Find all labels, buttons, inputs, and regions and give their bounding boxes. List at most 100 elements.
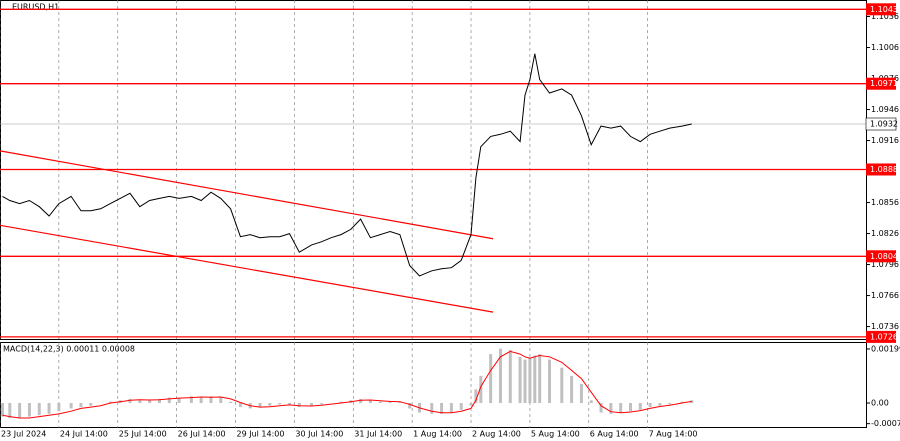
macd-bar [219,397,223,404]
macd-bar [570,375,574,404]
level-box [866,250,896,263]
macd-bar [148,400,152,404]
y-tick-label: 1.0916 [871,136,899,145]
y-tick-label: 0.00 [871,399,889,408]
macd-bar [474,389,478,404]
macd-bar [287,403,291,405]
y-tick-label: 1.0856 [871,198,899,207]
macd-bar [89,403,93,406]
x-tick-label: 1 Aug 14:00 [413,430,462,439]
channel-line [0,224,494,313]
macd-bar [57,403,61,412]
level-label: 1.1043 [870,5,898,14]
macd-bar [430,403,434,414]
macd-bar [560,367,564,404]
macd-bar [310,403,314,406]
level-label: 1.0726 [870,332,898,341]
macd-bar [378,401,382,404]
macd-bar [609,403,613,414]
x-tick-label: 2 Aug 14:00 [472,430,521,439]
macd-bar [339,401,343,404]
macd-bar [167,397,171,404]
macd-bar [199,397,203,404]
macd-bar [489,354,493,404]
macd-bar [189,396,193,404]
macd-bar [440,403,444,414]
macd-bar [599,403,603,413]
x-tick-label: 26 Jul 14:00 [178,430,226,439]
macd-bar [108,401,112,404]
channel-line [0,150,494,240]
macd-bar [27,403,31,417]
chart-title: EURUSD,H1 [12,3,59,12]
macd-bar [268,403,272,406]
macd-title: MACD(14,22,3) 0.00011 0.00008 [3,345,135,354]
macd-bar [589,400,593,404]
y-tick-label: 1.0826 [871,229,899,238]
signal-line [2,350,692,419]
y-tick-label: 0.00199 [871,344,900,353]
macd-bar [628,403,632,412]
macd-bar [0,403,4,417]
level-box [866,3,896,16]
macd-bar [8,403,12,418]
macd-bar [368,400,372,404]
macd-bar [533,355,537,404]
macd-bar [128,398,132,404]
level-label: 1.0971 [870,79,898,88]
last-price-box [865,117,897,131]
price-line [2,53,692,277]
y-tick-label: 1.1036 [871,12,899,21]
level-box [866,77,896,90]
x-tick-label: 5 Aug 14:00 [531,430,580,439]
macd-bar [680,401,684,404]
macd-bar [518,356,522,404]
level-label: 1.0804 [870,252,898,261]
macd-bar [469,403,473,406]
macd-frame [0,342,867,428]
macd-bar [18,403,22,418]
macd-bar [498,348,502,404]
macd-bar [229,401,233,404]
macd-bar [238,403,242,408]
macd-bar [69,403,73,409]
level-box [866,330,896,343]
macd-bar [209,396,213,404]
macd-bar [398,401,402,404]
x-tick-label: 29 Jul 14:00 [237,430,285,439]
macd-bar [258,403,262,408]
y-tick-label: -0.00076 [871,419,900,428]
x-tick-label: 7 Aug 14:00 [649,430,698,439]
macd-bar [538,354,542,404]
macd-bar [648,403,652,408]
macd-bar [79,403,83,408]
macd-bar [619,403,623,413]
macd-bar [459,403,463,410]
macd-bar [138,400,142,404]
macd-bar [449,403,453,413]
macd-bar [548,359,552,404]
macd-bar [177,397,181,404]
macd-bar [579,384,583,404]
macd-bar [319,403,323,405]
y-tick-label: 1.0766 [871,291,899,300]
macd-bar [658,403,662,406]
x-tick-label: 25 Jul 14:00 [119,430,167,439]
x-tick-label: 23 Jul 2024 [1,430,46,439]
level-box [866,163,896,176]
last-price-label: 1.0932 [870,120,898,129]
macd-bar [297,403,301,408]
macd-bar [388,401,392,404]
macd-bar [638,403,642,410]
macd-bar [479,375,483,404]
macd-bar [528,358,532,404]
macd-bar [508,350,512,404]
x-tick-label: 24 Jul 14:00 [60,430,108,439]
macd-bar [408,403,412,409]
x-tick-label: 30 Jul 14:00 [295,430,343,439]
x-tick-label: 6 Aug 14:00 [590,430,639,439]
macd-bar [359,398,363,404]
y-tick-label: 1.1006 [871,43,899,52]
y-tick-label: 1.0736 [871,322,899,331]
